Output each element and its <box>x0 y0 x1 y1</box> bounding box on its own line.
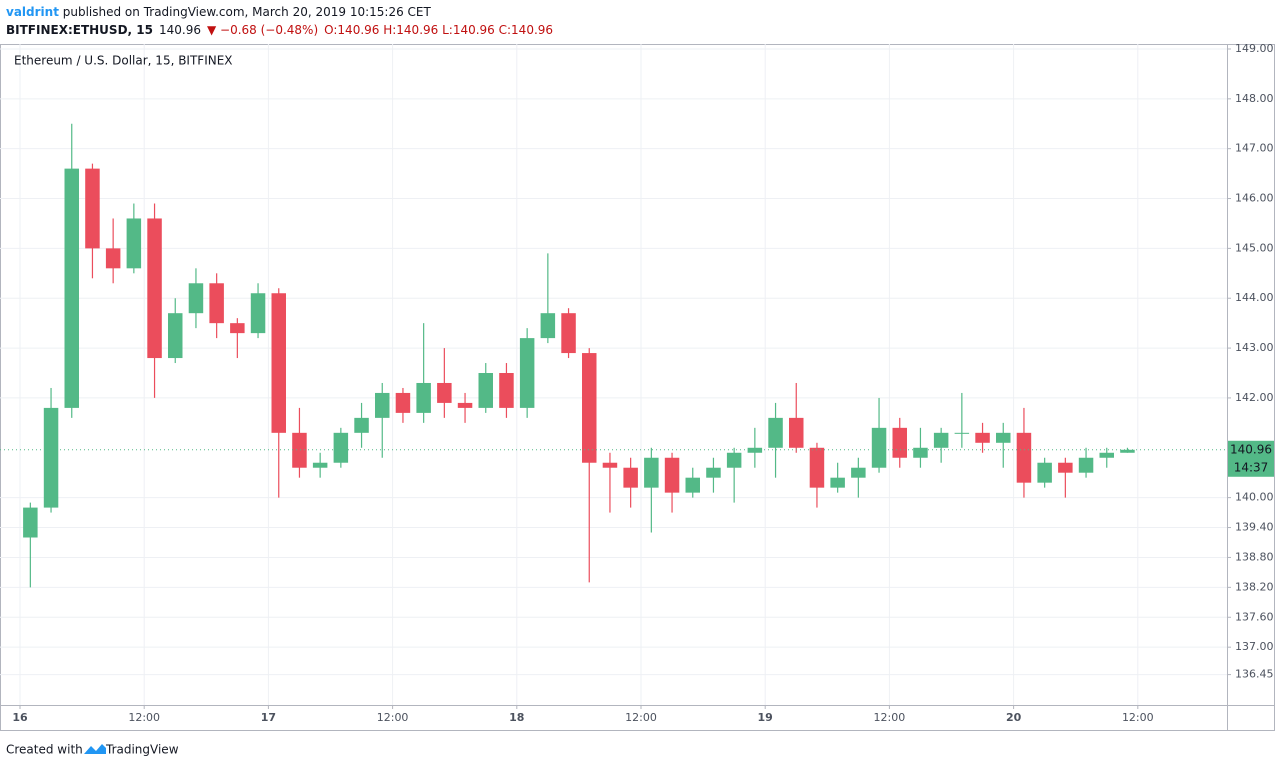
candle-body <box>933 432 949 448</box>
x-tick-label: 18 <box>509 711 524 724</box>
candle-body <box>457 402 473 408</box>
candle-body <box>644 457 659 488</box>
symbol: BITFINEX:ETHUSD, 15 <box>6 23 153 37</box>
candle-body <box>292 432 307 468</box>
candle-body <box>23 507 38 538</box>
candle-body <box>333 432 349 463</box>
last-price-label: 140.96 <box>1230 442 1272 456</box>
candle-body <box>85 168 100 249</box>
x-tick-label: 12:00 <box>377 711 409 724</box>
candle-body <box>851 467 866 478</box>
frame <box>0 44 1275 731</box>
x-tick-label: 12:00 <box>874 711 906 724</box>
candle-body <box>312 462 328 468</box>
candle-body <box>416 382 431 413</box>
x-tick-label: 12:00 <box>1122 711 1154 724</box>
chart-title: Ethereum / U.S. Dollar, 15, BITFINEX <box>14 54 233 68</box>
candle-body <box>996 432 1011 443</box>
published: published on TradingView.com, March 20, … <box>59 5 432 19</box>
grid <box>0 44 1227 705</box>
candle-body <box>768 417 783 448</box>
y-tick-label: 148.00 <box>1235 92 1274 105</box>
x-tick-label: 12:00 <box>625 711 657 724</box>
candle-body <box>975 432 990 443</box>
y-tick-label: 139.40 <box>1235 521 1274 534</box>
candle-body <box>437 382 452 403</box>
candle-body <box>726 452 742 468</box>
candle-body <box>954 432 970 434</box>
change: ▼ −0.68 (−0.48%) <box>207 23 318 37</box>
y-tick-label: 138.80 <box>1235 550 1274 563</box>
logo <box>84 744 106 754</box>
candle-body <box>354 417 369 433</box>
x-tick-label: 17 <box>261 711 276 724</box>
ohlc: O:140.96 H:140.96 L:140.96 C:140.96 <box>324 23 553 37</box>
footer-brand[interactable]: TradingView <box>105 743 179 757</box>
candle-body <box>664 457 680 493</box>
candle-body <box>789 417 804 448</box>
candle-body <box>540 313 556 339</box>
x-tick-label: 19 <box>758 711 773 724</box>
candle-body <box>188 283 204 314</box>
candle-body <box>561 313 576 354</box>
y-tick-label: 137.00 <box>1235 640 1274 653</box>
candle-body <box>499 373 514 408</box>
footer-created: Created with <box>6 743 83 757</box>
candle-body <box>809 447 825 488</box>
candle-body <box>105 248 121 269</box>
y-tick-label: 147.00 <box>1235 142 1274 155</box>
y-tick-label: 143.00 <box>1235 341 1274 354</box>
y-tick-label: 137.60 <box>1235 610 1274 623</box>
x-tick-label: 20 <box>1006 711 1022 724</box>
candle-body <box>747 447 763 453</box>
candle-body <box>1099 452 1114 458</box>
candle-body <box>685 477 700 493</box>
price: 140.96 <box>159 23 201 37</box>
candle-body <box>892 427 907 458</box>
x-tick-label: 12:00 <box>128 711 160 724</box>
candle-body <box>582 353 597 463</box>
candle-body <box>913 447 928 458</box>
x-tick-label: 16 <box>12 711 28 724</box>
candle-body <box>271 293 286 433</box>
candle-body <box>375 392 390 418</box>
y-tick-label: 138.20 <box>1235 580 1274 593</box>
candle-body <box>1058 462 1073 473</box>
candle-body <box>250 293 266 334</box>
candle-body <box>1078 457 1094 473</box>
candle-body <box>478 373 493 408</box>
candle-body <box>64 168 79 408</box>
candle-body <box>519 338 535 408</box>
y-tick-label: 145.00 <box>1235 241 1274 254</box>
y-tick-label: 142.00 <box>1235 391 1274 404</box>
candles <box>23 123 1135 588</box>
y-tick-label: 146.00 <box>1235 192 1274 205</box>
candle-body <box>395 392 411 413</box>
last-price-box <box>1228 440 1274 477</box>
candle-body <box>147 218 162 359</box>
candle-body <box>43 407 59 508</box>
y-tick-label: 140.00 <box>1235 491 1274 504</box>
y-tick-label: 149.00 <box>1235 42 1274 55</box>
candle-body <box>1120 449 1135 453</box>
candle-body <box>126 218 142 269</box>
candle-body <box>209 283 224 324</box>
candle-body <box>830 477 845 488</box>
candle-body <box>230 323 245 334</box>
candle-body <box>871 427 887 468</box>
candle-body <box>623 467 638 488</box>
candle-body <box>602 462 618 468</box>
candle-body <box>1016 432 1032 483</box>
y-tick-label: 136.45 <box>1235 668 1274 681</box>
candle-body <box>1037 462 1052 483</box>
symbol-line: BITFINEX:ETHUSD, 15 140.96 ▼ −0.68 (−0.48%… <box>6 23 553 37</box>
countdown-label: 14:37 <box>1234 460 1269 474</box>
candle-body <box>168 313 183 359</box>
header-line: valdrint published on TradingView.com, M… <box>6 5 431 19</box>
author: valdrint <box>6 5 59 19</box>
y-tick-label: 144.00 <box>1235 291 1274 304</box>
candle-body <box>706 467 721 478</box>
